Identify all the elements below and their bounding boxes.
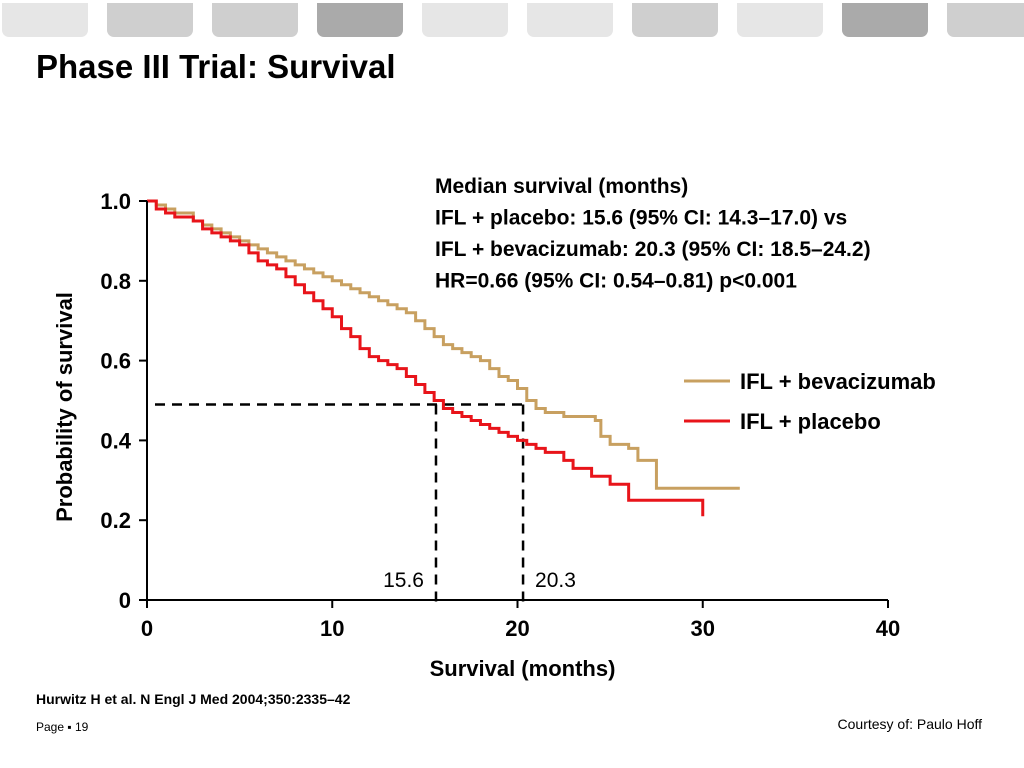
annotation-line-4: HR=0.66 (95% CI: 0.54–0.81) p<0.001 [435,270,797,293]
legend-label-placebo: IFL + placebo [740,409,881,434]
x-tick-label: 20 [505,616,529,641]
nav-tab-10[interactable] [947,3,1024,37]
nav-tab-4[interactable] [317,3,403,37]
series-line-placebo [147,199,705,517]
y-tick-label: 0.2 [100,508,131,533]
median-label-bevacizumab: 20.3 [535,569,576,592]
y-tick-label: 0 [119,588,131,613]
annotation-line-1: Median survival (months) [435,175,688,198]
y-tick-label: 0.8 [100,269,131,294]
y-tick-label: 1.0 [100,189,131,214]
x-tick-label: 10 [320,616,344,641]
median-label-placebo: 15.6 [383,569,424,592]
page-number: Page ▪ 19 [36,720,89,734]
courtesy-credit: Courtesy of: Paulo Hoff [837,716,982,732]
nav-tab-7[interactable] [632,3,718,37]
annotation-line-3: IFL + bevacizumab: 20.3 (95% CI: 18.5–24… [435,238,871,261]
x-tick-label: 40 [876,616,900,641]
nav-tab-1[interactable] [2,3,88,37]
slide-title: Phase III Trial: Survival [36,48,396,85]
annotation-line-2: IFL + placebo: 15.6 (95% CI: 14.3–17.0) … [435,207,847,230]
y-tick-label: 0.6 [100,349,131,374]
x-tick-label: 30 [691,616,715,641]
x-axis-label: Survival (months) [430,656,616,681]
x-tick-label: 0 [141,616,153,641]
nav-tab-5[interactable] [422,3,508,37]
nav-tab-2[interactable] [107,3,193,37]
y-tick-label: 0.4 [100,428,131,453]
series-line-bevacizumab [147,199,740,490]
citation: Hurwitz H et al. N Engl J Med 2004;350:2… [36,691,351,707]
legend-label-bevacizumab: IFL + bevacizumab [740,369,936,394]
nav-tabs [0,0,1024,40]
nav-tab-8[interactable] [737,3,823,37]
nav-tab-9[interactable] [842,3,928,37]
nav-tab-3[interactable] [212,3,298,37]
nav-tab-6[interactable] [527,3,613,37]
y-axis-label: Probability of survival [52,292,77,522]
